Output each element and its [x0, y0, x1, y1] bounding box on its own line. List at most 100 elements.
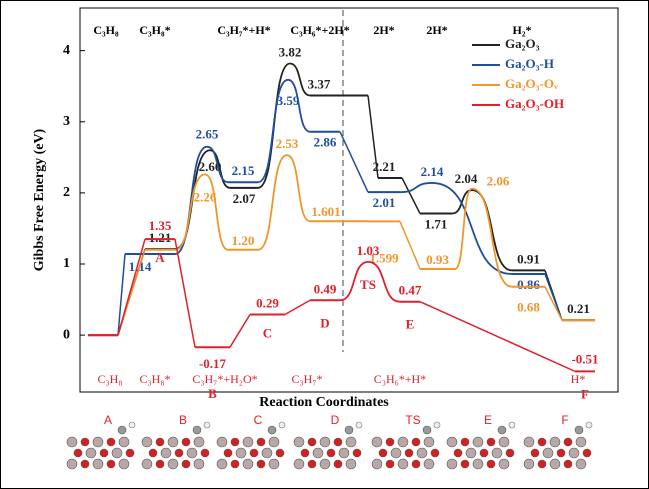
bottom-state-label: C₃H₇*+H₂O*	[192, 372, 257, 386]
atom	[193, 436, 205, 448]
atom	[491, 447, 503, 459]
state-letter: TS	[360, 277, 376, 292]
atom	[378, 448, 388, 458]
atom	[446, 458, 458, 470]
atom	[575, 436, 587, 448]
connector	[117, 238, 146, 336]
y-tick-label: 0	[63, 327, 70, 342]
atom	[568, 447, 580, 459]
value-label: 0.49	[314, 281, 337, 296]
value-label: 1.20	[232, 233, 255, 248]
atom	[371, 458, 383, 470]
value-label: 1.71	[425, 216, 448, 231]
value-label: 0.68	[517, 300, 540, 315]
atom	[530, 448, 540, 458]
connector	[401, 177, 421, 214]
connector	[229, 314, 251, 348]
value-label: 1.599	[369, 250, 399, 265]
atom	[345, 458, 357, 470]
bottom-state-label: C₃H₇*	[291, 372, 322, 386]
transition-state	[399, 182, 513, 275]
value-label: 2.26	[194, 189, 217, 204]
adsorbate	[585, 421, 593, 429]
atom	[333, 437, 343, 447]
atom	[261, 447, 273, 459]
adsorbate	[497, 425, 507, 435]
bottom-state-label: C₃H₈*	[139, 372, 170, 386]
atom	[186, 447, 198, 459]
adsorbate	[203, 421, 211, 429]
state-letter: B	[208, 386, 217, 401]
atom	[498, 436, 510, 448]
atom	[390, 447, 402, 459]
atom	[155, 437, 165, 447]
state-letter: D	[320, 315, 329, 330]
state-letter: E	[406, 317, 415, 332]
atom	[537, 437, 547, 447]
adsorbate	[574, 425, 584, 435]
atom	[66, 458, 78, 470]
top-state-label: H₂*	[513, 23, 532, 37]
atom	[85, 447, 97, 459]
x-axis-label: Reaction Coordinates	[259, 395, 389, 410]
atom	[563, 437, 573, 447]
atom	[167, 436, 179, 448]
value-label: 0.86	[517, 277, 540, 292]
value-label: 0.29	[256, 295, 279, 310]
value-label: 2.04	[455, 171, 478, 186]
atom	[242, 436, 254, 448]
atom	[542, 447, 554, 459]
atom	[111, 447, 123, 459]
atom	[416, 447, 428, 459]
atom	[556, 448, 566, 458]
atom	[92, 458, 104, 470]
atom	[193, 458, 205, 470]
value-label: 1.03	[357, 243, 380, 258]
top-state-label: C₃H₇*+H*	[217, 23, 270, 37]
bottom-state-label: C₃H₈	[97, 372, 122, 386]
atom	[385, 459, 395, 469]
atom	[216, 458, 228, 470]
top-state-label: 2H*	[426, 23, 447, 37]
atom	[181, 459, 191, 469]
connector	[117, 253, 126, 336]
legend-label: Ga₂O₃-H	[505, 56, 554, 71]
atom	[118, 436, 130, 448]
adsorbate	[344, 425, 354, 435]
atom	[371, 436, 383, 448]
atom	[141, 458, 153, 470]
y-tick-label: 2	[63, 185, 70, 200]
value-label: 2.53	[276, 136, 299, 151]
connector	[399, 221, 421, 270]
connector	[284, 299, 311, 316]
atom	[181, 437, 191, 447]
value-label: 3.82	[279, 44, 302, 59]
plot-frame	[79, 7, 619, 393]
value-label: 2.15	[232, 163, 255, 178]
atom	[397, 436, 409, 448]
atom	[352, 448, 362, 458]
value-label: 0.47	[399, 283, 422, 298]
atom	[486, 437, 496, 447]
atom	[256, 459, 266, 469]
atom	[326, 448, 336, 458]
atom	[268, 436, 280, 448]
atom	[397, 458, 409, 470]
atom	[92, 436, 104, 448]
atom	[319, 458, 331, 470]
atom	[66, 436, 78, 448]
value-label: 2.86	[314, 135, 337, 150]
y-axis-label: Gibbs Free Energy (eV)	[32, 128, 47, 271]
structure-label: TS	[405, 413, 420, 427]
transition-state	[339, 260, 401, 303]
value-label: 3.59	[277, 93, 300, 108]
state-letter: F	[581, 386, 589, 401]
atom	[453, 448, 463, 458]
bottom-state-label: H*	[571, 372, 586, 386]
atom	[106, 437, 116, 447]
atom	[80, 459, 90, 469]
value-label: 2.21	[373, 159, 396, 174]
top-state-label: C₃H₈	[93, 23, 119, 37]
atom	[200, 448, 210, 458]
